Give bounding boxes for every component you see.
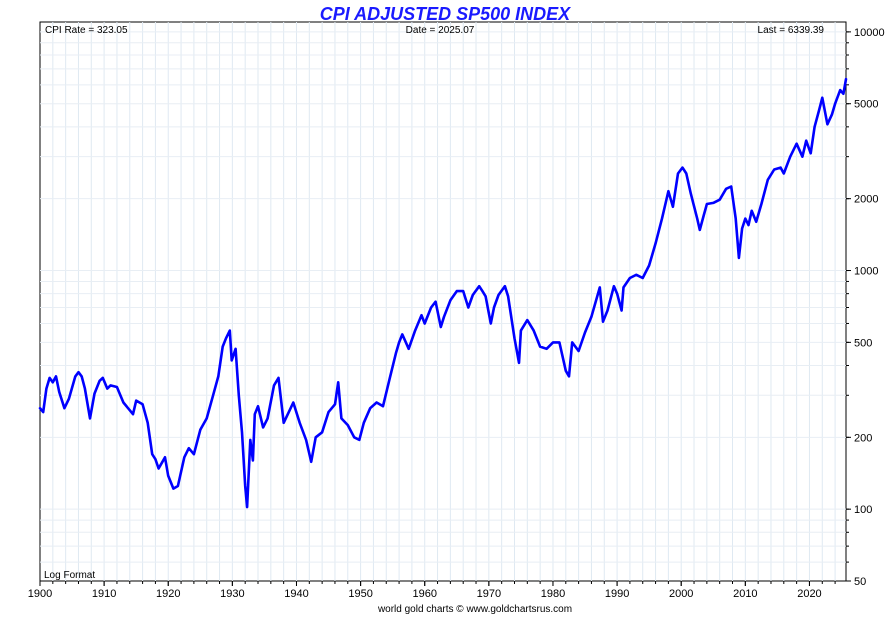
date-label: Date = 2025.07 [406,25,475,36]
plot-frame [39,21,847,582]
x-tick-label: 1980 [541,588,565,600]
y-tick-label: 50 [854,576,866,588]
source-credit: world gold charts © www.goldchartsrus.co… [377,604,572,615]
x-tick-label: 2010 [733,588,757,600]
y-tick-label: 100 [854,504,872,516]
chart-title: CPI ADJUSTED SP500 INDEX [320,4,571,24]
x-tick-label: 1900 [28,588,52,600]
x-tick-label: 1960 [412,588,436,600]
x-tick-label: 2020 [797,588,821,600]
x-tick-label: 1920 [156,588,180,600]
last-value-label: Last = 6339.39 [758,25,825,36]
y-tick-label: 5000 [854,99,878,111]
x-tick-label: 2000 [669,588,693,600]
y-tick-label: 10000 [854,27,885,39]
y-tick-label: 1000 [854,266,878,278]
log-format-label: Log Format [44,570,95,581]
cpi-rate-label: CPI Rate = 323.05 [45,25,128,36]
x-tick-label: 1940 [284,588,308,600]
x-tick-label: 1990 [605,588,629,600]
x-tick-label: 1970 [477,588,501,600]
y-tick-label: 500 [854,337,872,349]
y-axis: 50 100 200 500 1000 2000 5000 10000 [846,27,885,588]
x-tick-label: 1930 [220,588,244,600]
y-tick-label: 2000 [854,194,878,206]
x-axis: 1900 1910 1920 1930 1940 1950 1960 1970 1980 1990… [28,581,836,600]
x-tick-label: 1910 [92,588,116,600]
y-tick-label: 200 [854,432,872,444]
cpi-adjusted-sp500-line [38,77,848,509]
x-tick-label: 1950 [348,588,372,600]
grid [40,22,846,581]
